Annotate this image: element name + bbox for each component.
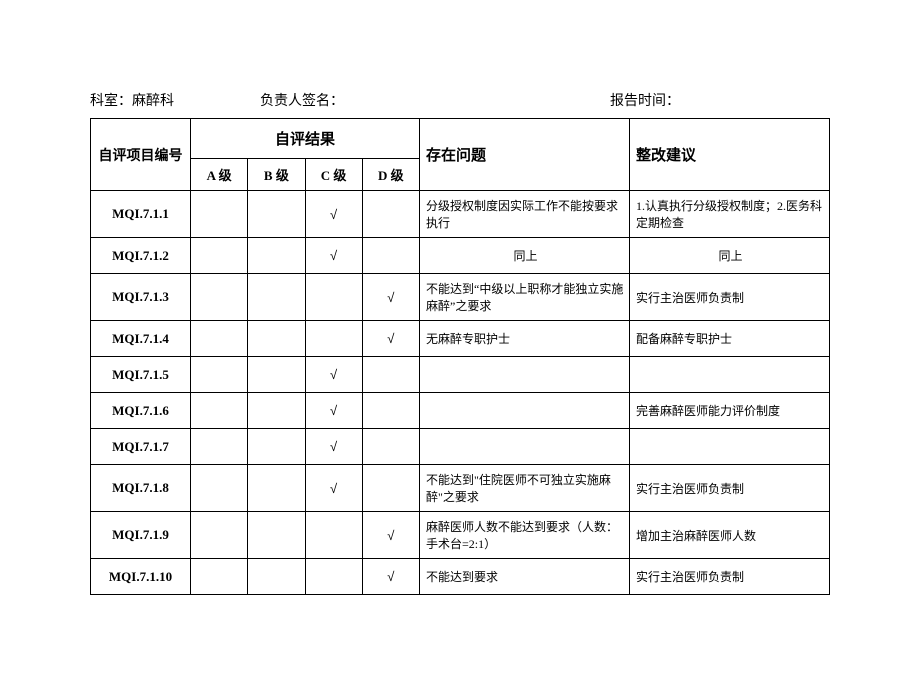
cell-grade-b <box>248 357 305 393</box>
cell-issue: 同上 <box>420 238 630 274</box>
col-header-grade-a: A 级 <box>191 159 248 191</box>
cell-grade-b <box>248 512 305 559</box>
cell-issue <box>420 393 630 429</box>
cell-grade-c: √ <box>305 393 362 429</box>
cell-grade-a <box>191 191 248 238</box>
cell-grade-d: √ <box>362 274 419 321</box>
cell-grade-c: √ <box>305 429 362 465</box>
cell-suggestion: 1.认真执行分级授权制度；2.医务科定期检查 <box>630 191 830 238</box>
cell-grade-c <box>305 321 362 357</box>
cell-suggestion: 实行主治医师负责制 <box>630 274 830 321</box>
cell-grade-b <box>248 393 305 429</box>
col-header-grade-c: C 级 <box>305 159 362 191</box>
cell-suggestion <box>630 429 830 465</box>
header-line: 科室：麻醉科 负责人签名： 报告时间： <box>90 90 830 110</box>
table-row: MQI.7.1.10 √不能达到要求实行主治医师负责制 <box>91 559 830 595</box>
cell-grade-b <box>248 465 305 512</box>
cell-grade-d <box>362 357 419 393</box>
cell-grade-d <box>362 191 419 238</box>
report-time-label: 报告时间： <box>610 90 830 110</box>
cell-grade-c: √ <box>305 465 362 512</box>
cell-grade-c: √ <box>305 357 362 393</box>
cell-grade-c <box>305 559 362 595</box>
cell-grade-a <box>191 357 248 393</box>
signature-label: 负责人签名： <box>260 90 610 110</box>
cell-suggestion: 配备麻醉专职护士 <box>630 321 830 357</box>
cell-issue: 不能达到“中级以上职称才能独立实施麻醉”之要求 <box>420 274 630 321</box>
table-row: MQI.7.1.5 √ <box>91 357 830 393</box>
cell-grade-a <box>191 559 248 595</box>
cell-grade-d <box>362 393 419 429</box>
cell-grade-d: √ <box>362 559 419 595</box>
cell-issue: 不能达到要求 <box>420 559 630 595</box>
department-field: 科室：麻醉科 <box>90 90 260 110</box>
cell-suggestion: 实行主治医师负责制 <box>630 559 830 595</box>
cell-id: MQI.7.1.10 <box>91 559 191 595</box>
table-row: MQI.7.1.1 √ 分级授权制度因实际工作不能按要求执行1.认真执行分级授权制度… <box>91 191 830 238</box>
col-header-result-group: 自评结果 <box>191 119 420 159</box>
col-header-grade-d: D 级 <box>362 159 419 191</box>
cell-suggestion <box>630 357 830 393</box>
cell-issue <box>420 429 630 465</box>
table-row: MQI.7.1.7 √ <box>91 429 830 465</box>
cell-issue: 麻醉医师人数不能达到要求（人数：手术台=2:1） <box>420 512 630 559</box>
cell-id: MQI.7.1.7 <box>91 429 191 465</box>
cell-grade-b <box>248 191 305 238</box>
cell-issue: 分级授权制度因实际工作不能按要求执行 <box>420 191 630 238</box>
cell-suggestion: 完善麻醉医师能力评价制度 <box>630 393 830 429</box>
col-header-id: 自评项目编号 <box>91 119 191 191</box>
table-row: MQI.7.1.8 √ 不能达到"住院医师不可独立实施麻醉"之要求实行主治医师负责制 <box>91 465 830 512</box>
cell-id: MQI.7.1.4 <box>91 321 191 357</box>
cell-issue: 无麻醉专职护士 <box>420 321 630 357</box>
department-label: 科室： <box>90 90 132 110</box>
assessment-table: 自评项目编号 自评结果 存在问题 整改建议 A 级 B 级 C 级 D 级 MQ… <box>90 118 830 595</box>
cell-grade-c <box>305 512 362 559</box>
table-row: MQI.7.1.6 √ 完善麻醉医师能力评价制度 <box>91 393 830 429</box>
col-header-issues: 存在问题 <box>420 119 630 191</box>
cell-suggestion: 增加主治麻醉医师人数 <box>630 512 830 559</box>
cell-grade-a <box>191 465 248 512</box>
cell-grade-d: √ <box>362 321 419 357</box>
cell-grade-d <box>362 465 419 512</box>
cell-suggestion: 同上 <box>630 238 830 274</box>
cell-grade-b <box>248 321 305 357</box>
cell-id: MQI.7.1.1 <box>91 191 191 238</box>
cell-grade-a <box>191 512 248 559</box>
cell-id: MQI.7.1.2 <box>91 238 191 274</box>
cell-grade-c: √ <box>305 191 362 238</box>
cell-grade-a <box>191 429 248 465</box>
department-value: 麻醉科 <box>132 90 174 110</box>
cell-id: MQI.7.1.3 <box>91 274 191 321</box>
col-header-suggestions: 整改建议 <box>630 119 830 191</box>
table-row: MQI.7.1.4 √无麻醉专职护士配备麻醉专职护士 <box>91 321 830 357</box>
cell-grade-a <box>191 238 248 274</box>
cell-grade-d <box>362 238 419 274</box>
cell-grade-c: √ <box>305 238 362 274</box>
cell-id: MQI.7.1.9 <box>91 512 191 559</box>
table-row: MQI.7.1.3 √不能达到“中级以上职称才能独立实施麻醉”之要求实行主治医师负… <box>91 274 830 321</box>
cell-grade-a <box>191 274 248 321</box>
cell-id: MQI.7.1.6 <box>91 393 191 429</box>
cell-grade-c <box>305 274 362 321</box>
table-row: MQI.7.1.2 √ 同上同上 <box>91 238 830 274</box>
cell-grade-b <box>248 274 305 321</box>
table-row: MQI.7.1.9 √麻醉医师人数不能达到要求（人数：手术台=2:1）增加主治麻醉… <box>91 512 830 559</box>
cell-grade-a <box>191 321 248 357</box>
cell-grade-d <box>362 429 419 465</box>
table-body: MQI.7.1.1√分级授权制度因实际工作不能按要求执行1.认真执行分级授权制度… <box>91 191 830 595</box>
cell-grade-b <box>248 238 305 274</box>
cell-id: MQI.7.1.5 <box>91 357 191 393</box>
cell-id: MQI.7.1.8 <box>91 465 191 512</box>
cell-grade-d: √ <box>362 512 419 559</box>
cell-issue: 不能达到"住院医师不可独立实施麻醉"之要求 <box>420 465 630 512</box>
cell-grade-a <box>191 393 248 429</box>
cell-grade-b <box>248 559 305 595</box>
cell-suggestion: 实行主治医师负责制 <box>630 465 830 512</box>
cell-grade-b <box>248 429 305 465</box>
cell-issue <box>420 357 630 393</box>
col-header-grade-b: B 级 <box>248 159 305 191</box>
